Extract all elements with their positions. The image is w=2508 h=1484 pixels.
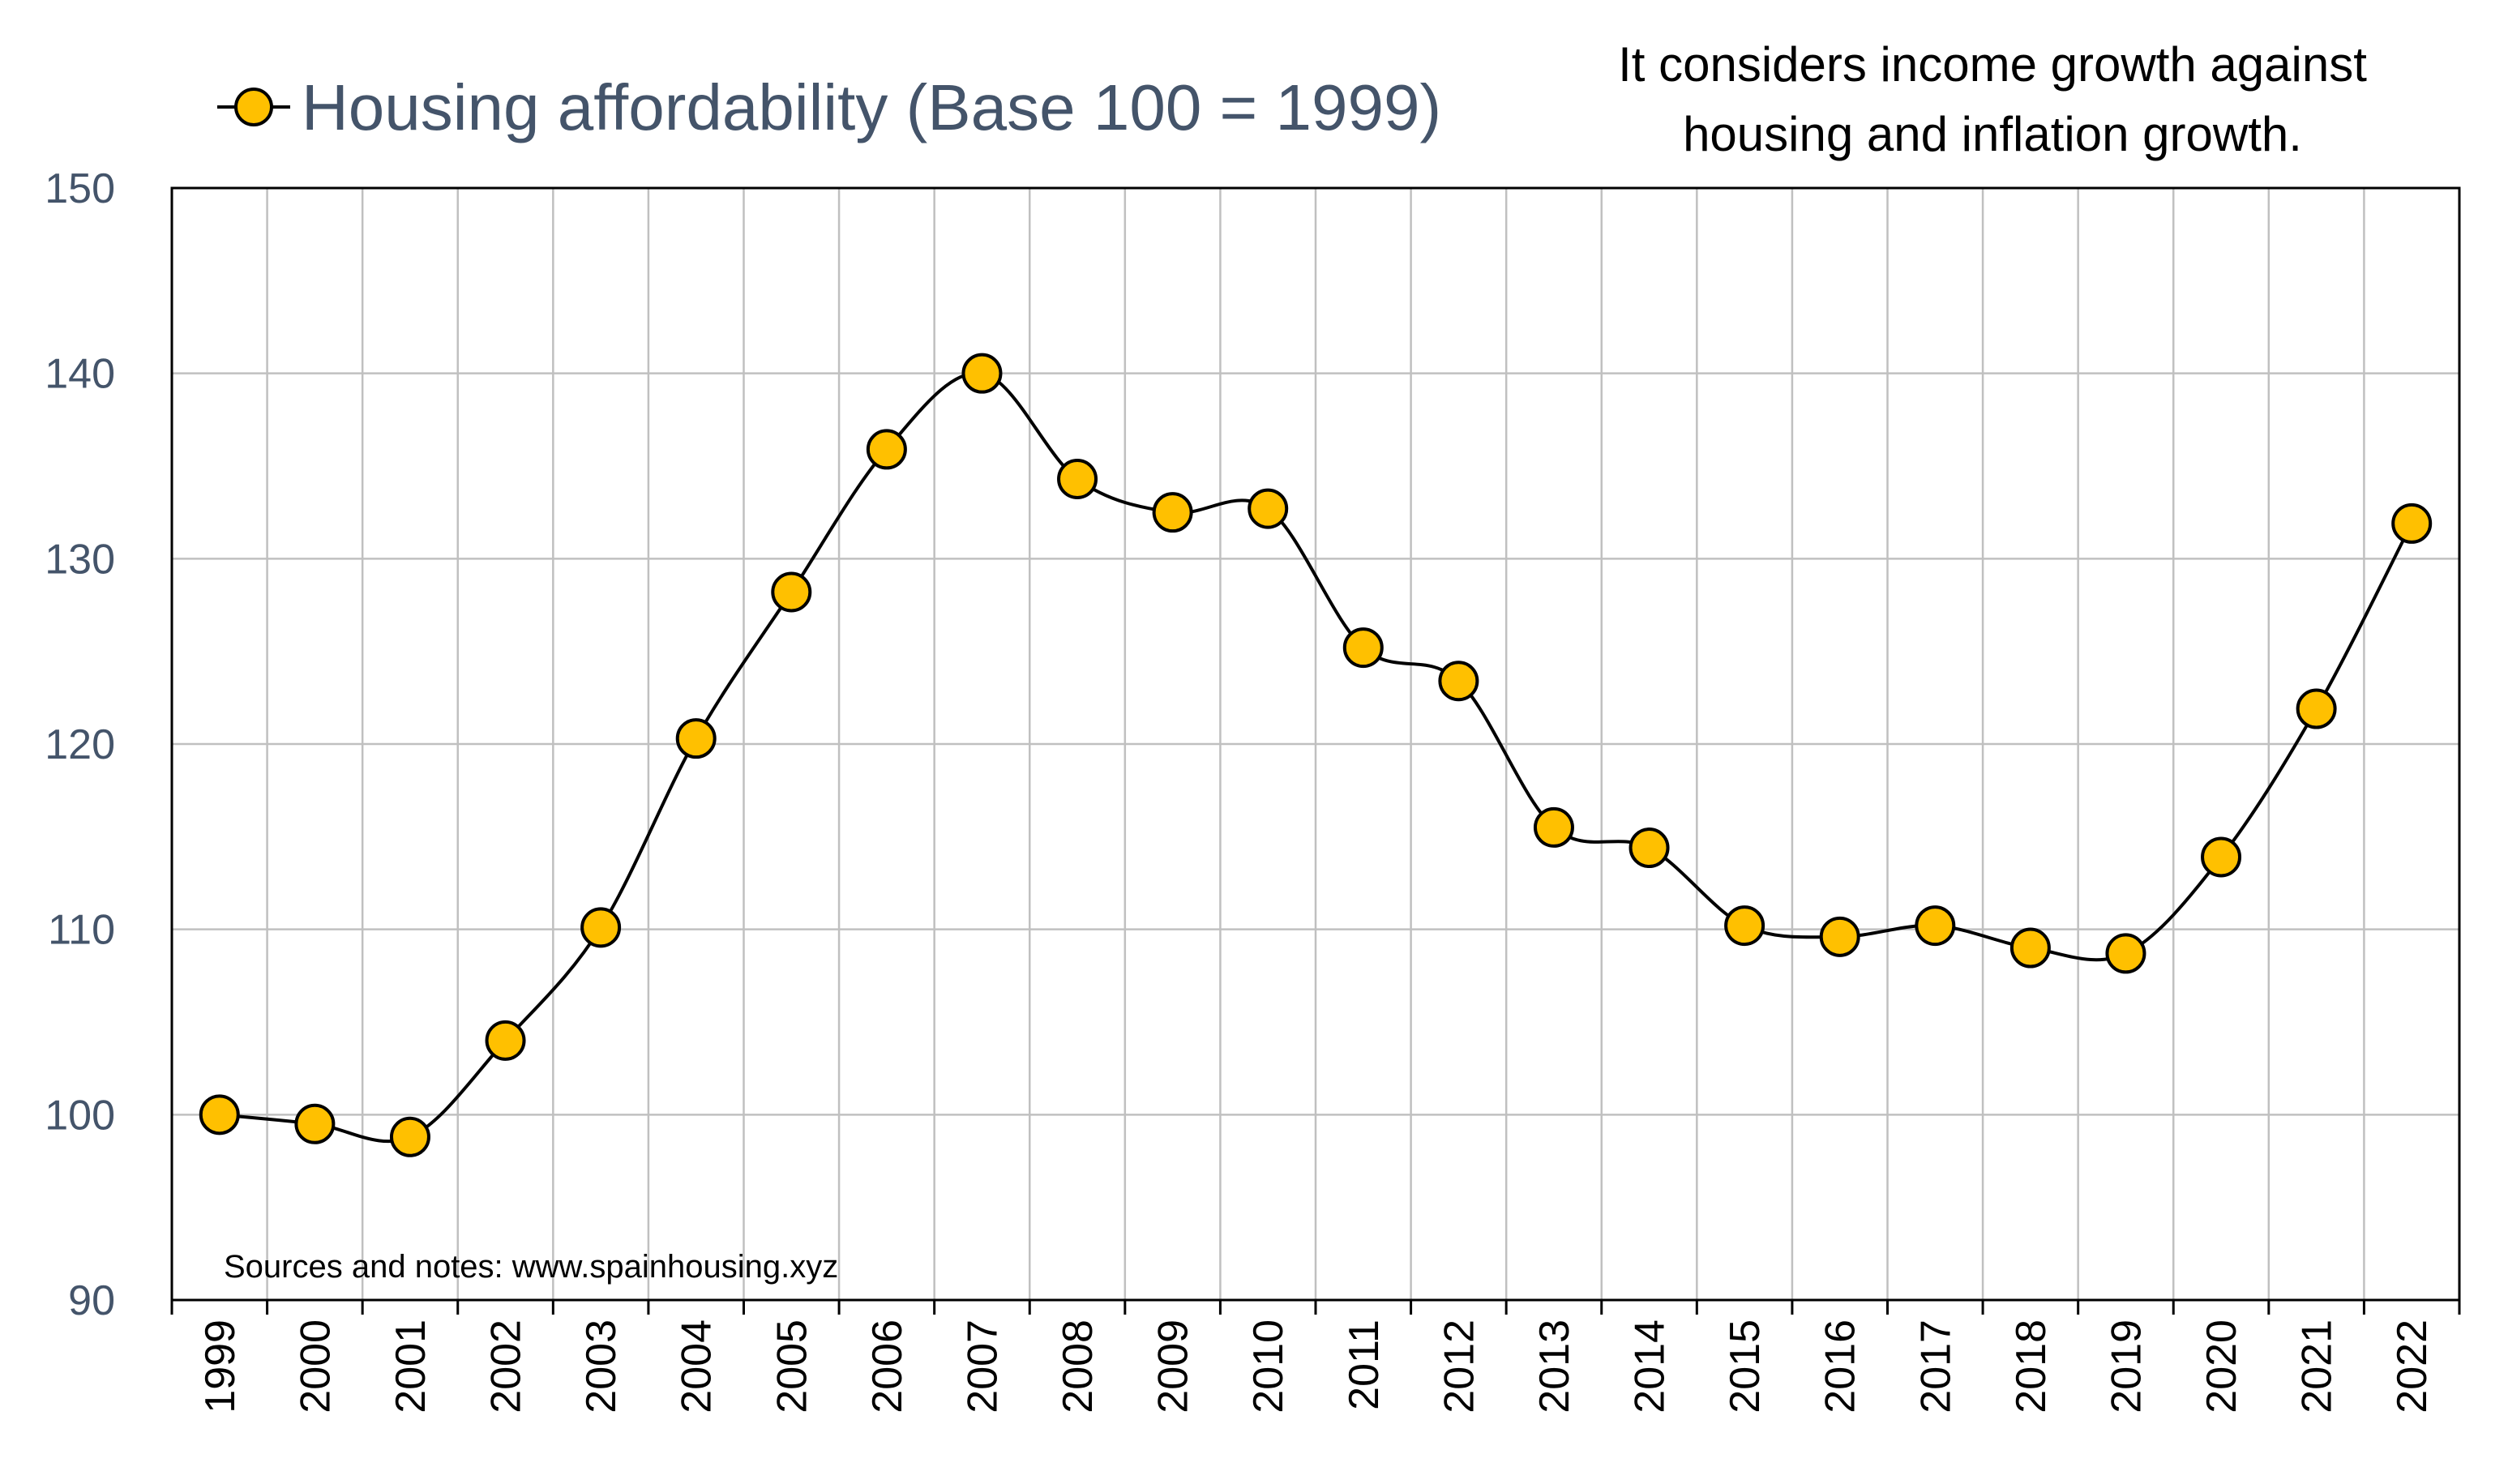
x-tick-label: 2005 [768, 1319, 815, 1413]
x-tick-label: 2011 [1341, 1319, 1388, 1410]
x-tick-label: 2008 [1055, 1319, 1102, 1413]
x-tick-label: 2012 [1436, 1319, 1483, 1413]
x-tick-label: 2002 [483, 1319, 530, 1413]
x-tick-label: 2001 [387, 1319, 434, 1413]
x-tick-label: 2006 [864, 1319, 911, 1413]
data-point [294, 1103, 336, 1144]
legend: Housing affordability (Base 100 = 1999) [217, 71, 1441, 143]
series-markers [199, 353, 2433, 1157]
data-point [2391, 503, 2433, 544]
chart-annotation: It considers income growth against housi… [1618, 37, 2367, 161]
data-point [1438, 661, 1479, 702]
x-tick-label: 2014 [1627, 1319, 1674, 1413]
legend-label: Housing affordability (Base 100 = 1999) [302, 71, 1441, 143]
y-tick-label: 90 [68, 1277, 115, 1324]
x-tick-label: 2017 [1912, 1319, 1959, 1413]
data-point [1533, 806, 1574, 848]
y-tick-label: 130 [45, 536, 115, 583]
x-tick-label: 2013 [1531, 1319, 1578, 1413]
x-tick-label: 2019 [2103, 1319, 2150, 1413]
y-tick-label: 140 [45, 351, 115, 398]
data-point [1342, 627, 1384, 669]
x-tick-label: 2020 [2198, 1319, 2245, 1413]
data-point [2105, 933, 2146, 974]
data-point [485, 1020, 526, 1061]
source-note: Sources and notes: www.spainhousing.xyz [224, 1249, 838, 1285]
y-axis: 90 100 110 120 130 140 150 [45, 165, 115, 1324]
data-point [675, 718, 717, 759]
data-point [2201, 836, 2242, 878]
x-tick-label: 2003 [578, 1319, 625, 1413]
annotation-line-1: It considers income growth against [1618, 37, 2367, 92]
x-tick-label: 2004 [674, 1319, 721, 1413]
y-tick-label: 100 [45, 1092, 115, 1139]
x-tick-label: 2009 [1150, 1319, 1197, 1413]
y-tick-label: 120 [45, 721, 115, 768]
legend-marker-swatch [234, 88, 273, 126]
data-point [199, 1094, 240, 1135]
x-tick-label: 2022 [2389, 1319, 2436, 1413]
y-tick-label: 150 [45, 165, 115, 212]
data-point [1628, 828, 1670, 869]
data-point [961, 353, 1003, 394]
data-point [1724, 905, 1765, 947]
x-tick-label: 2015 [1722, 1319, 1769, 1413]
x-axis: 1999 2000 2001 2002 2003 2004 2005 2006 2007 2008… [170, 1300, 2461, 1413]
data-point [1819, 916, 1860, 957]
data-point [580, 907, 622, 948]
data-point [389, 1116, 430, 1157]
x-tick-label: 2010 [1245, 1319, 1292, 1413]
data-point [866, 429, 907, 470]
data-point [2296, 688, 2337, 729]
x-tick-label: 2016 [1817, 1319, 1864, 1413]
chart-grid [172, 188, 2459, 1300]
x-tick-label: 1999 [197, 1319, 244, 1413]
data-point [2009, 927, 2051, 969]
x-tick-label: 2021 [2294, 1319, 2341, 1413]
data-point [1057, 459, 1098, 500]
y-tick-label: 110 [48, 907, 115, 954]
x-tick-label: 2000 [292, 1319, 339, 1413]
data-point [1248, 488, 1289, 529]
x-tick-label: 2007 [959, 1319, 1006, 1413]
data-point [771, 571, 812, 613]
data-point [1915, 905, 1956, 947]
x-tick-label: 2018 [2008, 1319, 2055, 1413]
annotation-line-2: housing and inflation growth. [1683, 107, 2302, 161]
data-point [1152, 492, 1193, 533]
